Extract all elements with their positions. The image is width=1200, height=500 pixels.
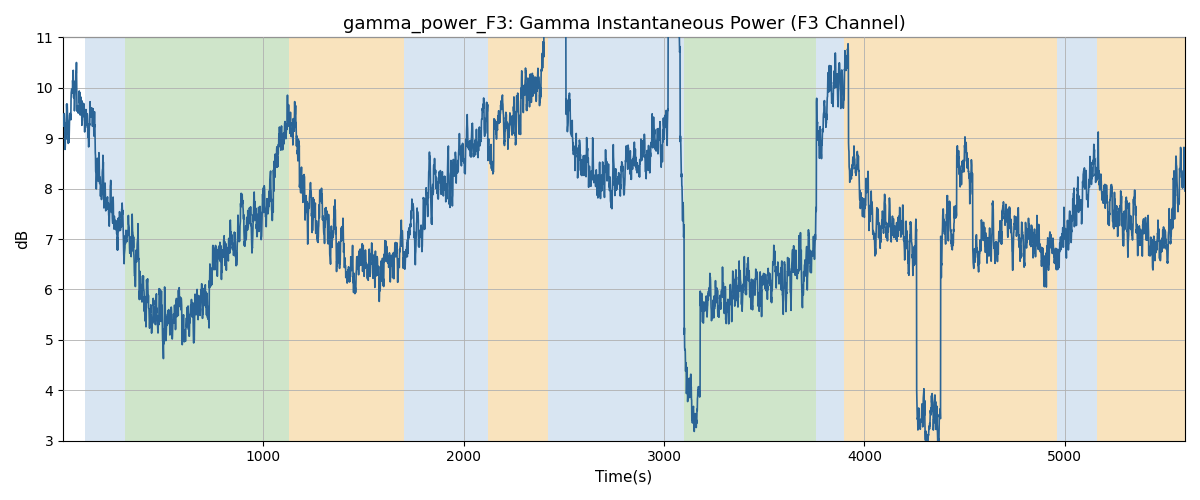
Bar bbox=[403, 38, 487, 440]
Bar bbox=[85, 38, 125, 440]
Bar bbox=[1057, 38, 1097, 440]
Bar bbox=[845, 38, 1057, 440]
Bar bbox=[816, 38, 845, 440]
Bar bbox=[548, 38, 684, 440]
Bar bbox=[1097, 38, 1186, 440]
Title: gamma_power_F3: Gamma Instantaneous Power (F3 Channel): gamma_power_F3: Gamma Instantaneous Powe… bbox=[343, 15, 905, 34]
Bar bbox=[487, 38, 548, 440]
X-axis label: Time(s): Time(s) bbox=[595, 470, 653, 485]
Bar bbox=[684, 38, 816, 440]
Bar bbox=[125, 38, 289, 440]
Bar bbox=[289, 38, 403, 440]
Y-axis label: dB: dB bbox=[16, 229, 30, 249]
